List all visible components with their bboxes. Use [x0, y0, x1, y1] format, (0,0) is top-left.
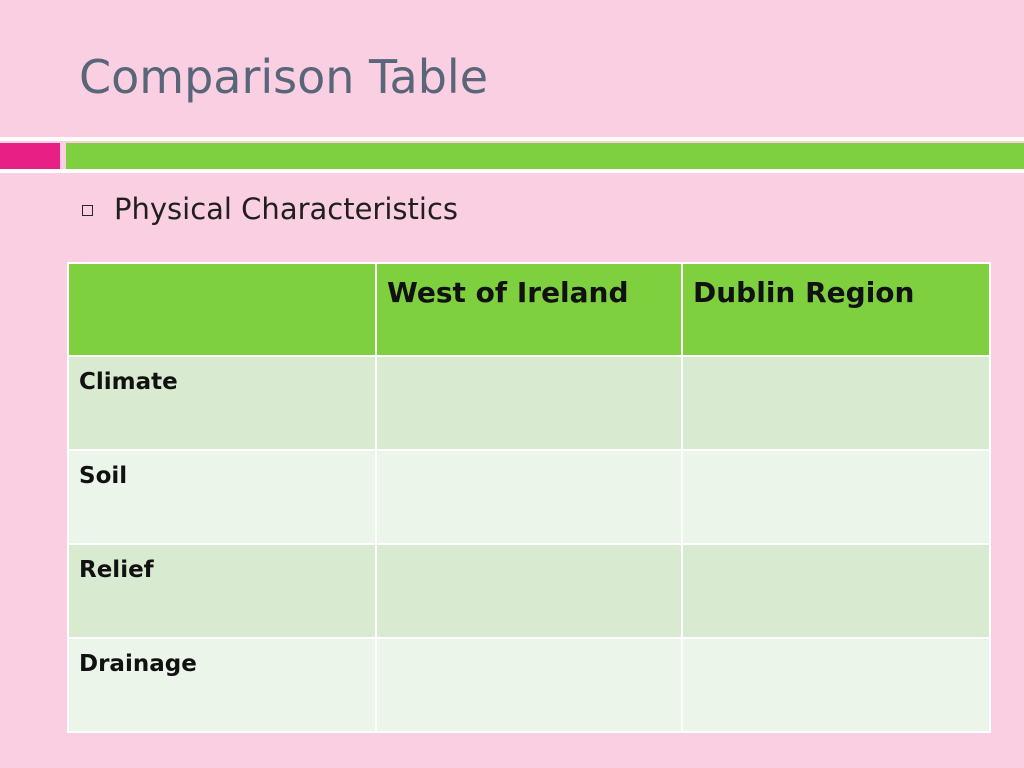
comparison-table: West of Ireland Dublin Region Climate So… — [67, 262, 991, 733]
row-label-drainage: Drainage — [67, 637, 377, 733]
table-row: Soil — [67, 449, 991, 545]
table-cell-climate-dublin — [681, 355, 991, 451]
table-header-row: West of Ireland Dublin Region — [67, 262, 991, 357]
row-label-soil: Soil — [67, 449, 377, 545]
bullet-text: Physical Characteristics — [114, 192, 459, 226]
accent-divider-bottom — [0, 169, 1024, 173]
table-cell-drainage-west — [375, 637, 683, 733]
table-cell-relief-west — [375, 543, 683, 639]
table-header-west-of-ireland: West of Ireland — [375, 262, 683, 357]
bullet-item: Physical Characteristics — [82, 192, 458, 226]
slide-title: Comparison Table — [79, 50, 488, 104]
table-row: Relief — [67, 543, 991, 639]
table-row: Drainage — [67, 637, 991, 733]
row-label-relief: Relief — [67, 543, 377, 639]
table-cell-climate-west — [375, 355, 683, 451]
table-row: Climate — [67, 355, 991, 451]
hollow-square-bullet-icon — [82, 204, 93, 216]
row-label-climate: Climate — [67, 355, 377, 451]
accent-bar-green — [66, 143, 1024, 169]
accent-bar-pink — [0, 143, 60, 169]
table-cell-soil-dublin — [681, 449, 991, 545]
table-header-dublin-region: Dublin Region — [681, 262, 991, 357]
table-cell-relief-dublin — [681, 543, 991, 639]
table-cell-soil-west — [375, 449, 683, 545]
accent-divider-top — [0, 137, 1024, 141]
table-cell-drainage-dublin — [681, 637, 991, 733]
table-header-cell-blank — [67, 262, 377, 357]
